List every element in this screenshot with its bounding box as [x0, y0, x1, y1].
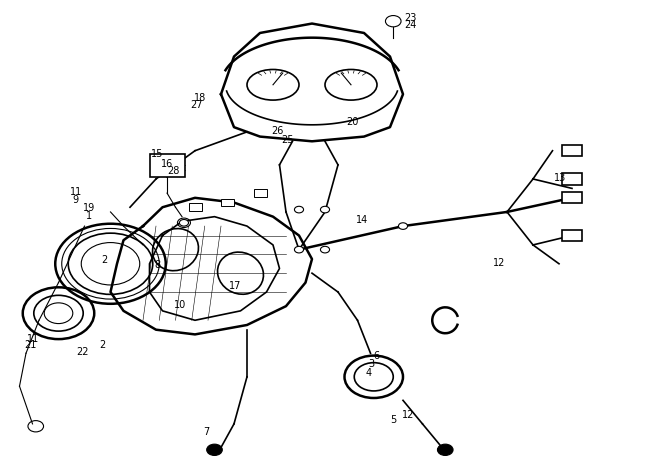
Text: 2: 2	[99, 340, 106, 350]
Text: 28: 28	[168, 165, 180, 176]
Text: 23: 23	[404, 13, 417, 23]
Text: 11: 11	[70, 187, 83, 197]
Text: 14: 14	[356, 215, 369, 226]
Text: 5: 5	[390, 415, 396, 425]
Text: 4: 4	[366, 368, 372, 378]
Circle shape	[320, 246, 330, 253]
Text: 3: 3	[369, 358, 374, 369]
Text: 17: 17	[229, 281, 241, 292]
Text: 12: 12	[402, 410, 414, 421]
Circle shape	[398, 223, 408, 229]
Circle shape	[437, 444, 453, 455]
Text: 12: 12	[493, 258, 505, 268]
Circle shape	[294, 206, 304, 213]
Text: 19: 19	[83, 203, 96, 213]
Text: 9: 9	[73, 195, 79, 205]
Circle shape	[179, 219, 188, 226]
Circle shape	[320, 206, 330, 213]
Text: 15: 15	[151, 149, 163, 160]
Text: 25: 25	[281, 135, 293, 146]
Circle shape	[294, 246, 304, 253]
Text: 2: 2	[101, 255, 107, 265]
Text: 7: 7	[203, 427, 209, 438]
FancyBboxPatch shape	[188, 203, 202, 211]
FancyBboxPatch shape	[562, 173, 582, 185]
Text: 18: 18	[194, 93, 206, 103]
Text: 10: 10	[174, 300, 186, 310]
Text: 1: 1	[86, 211, 92, 221]
FancyBboxPatch shape	[562, 230, 582, 241]
Text: 20: 20	[346, 116, 358, 127]
Text: 16: 16	[161, 159, 174, 169]
Text: 24: 24	[404, 20, 417, 30]
FancyBboxPatch shape	[562, 192, 582, 203]
Text: 6: 6	[374, 350, 380, 361]
FancyBboxPatch shape	[150, 154, 185, 177]
Text: 22: 22	[77, 347, 89, 357]
Circle shape	[207, 444, 222, 455]
FancyBboxPatch shape	[254, 189, 266, 197]
FancyBboxPatch shape	[562, 145, 582, 156]
FancyBboxPatch shape	[221, 199, 234, 206]
Text: 26: 26	[272, 126, 284, 136]
Text: 8: 8	[155, 260, 161, 270]
Text: 21: 21	[25, 340, 37, 350]
Text: 11: 11	[27, 334, 40, 344]
Text: 13: 13	[554, 173, 566, 183]
Text: 27: 27	[190, 99, 202, 110]
